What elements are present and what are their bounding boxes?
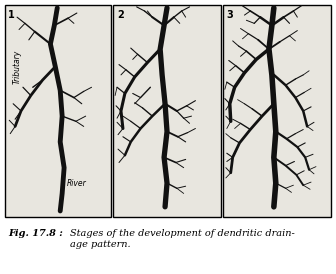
- Text: Stages of the development of dendritic drain-
age pattern.: Stages of the development of dendritic d…: [70, 229, 295, 249]
- FancyBboxPatch shape: [5, 5, 111, 217]
- Text: River: River: [67, 179, 87, 188]
- Text: 1: 1: [8, 10, 15, 20]
- Text: 2: 2: [117, 10, 124, 20]
- FancyBboxPatch shape: [223, 5, 331, 217]
- Text: Fig. 17.8 :: Fig. 17.8 :: [8, 229, 63, 238]
- Text: Tributary: Tributary: [12, 50, 22, 84]
- FancyBboxPatch shape: [113, 5, 221, 217]
- Text: 3: 3: [227, 10, 234, 20]
